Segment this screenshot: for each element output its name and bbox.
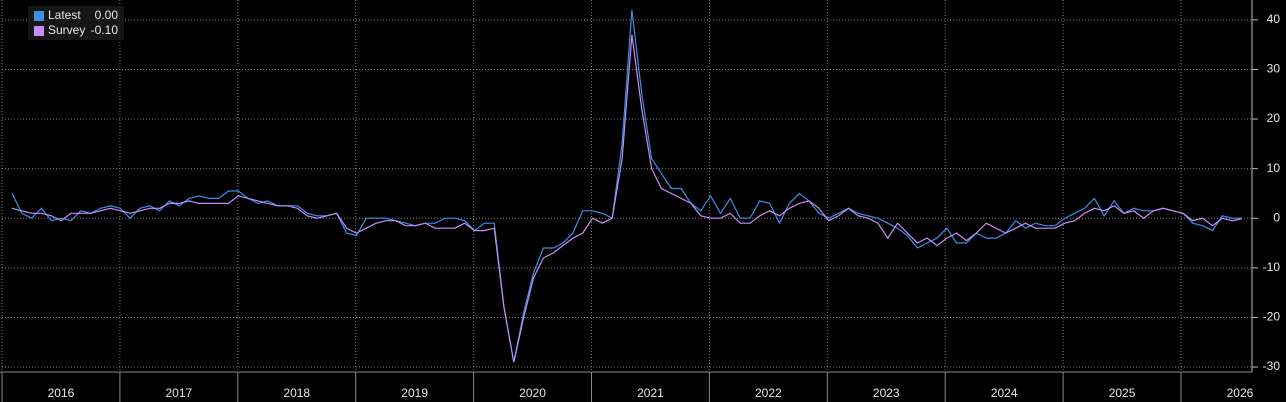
x-tick-label: 2020: [519, 386, 546, 400]
y-tick-label: 0: [1273, 210, 1280, 224]
legend-swatch: [34, 26, 44, 36]
x-tick-label: 2025: [1109, 386, 1136, 400]
y-tick-label: 20: [1267, 111, 1281, 125]
x-tick-label: 2017: [165, 386, 192, 400]
y-tick-label: -30: [1263, 359, 1281, 373]
y-tick-label: 10: [1267, 161, 1281, 175]
x-tick-label: 2022: [755, 386, 782, 400]
legend-value: -0.10: [91, 23, 119, 37]
x-tick-label: 2024: [991, 386, 1018, 400]
legend-value: 0.00: [95, 8, 119, 22]
x-tick-label: 2023: [873, 386, 900, 400]
series-line: [11, 9, 1242, 363]
x-tick-label: 2019: [401, 386, 428, 400]
x-tick-label: 2021: [637, 386, 664, 400]
series-line: [11, 34, 1243, 363]
legend-label: Survey: [48, 23, 85, 37]
y-tick-label: -20: [1263, 310, 1281, 324]
legend-swatch: [34, 11, 44, 21]
y-tick-label: 40: [1267, 12, 1281, 26]
x-tick-label: 2026: [1227, 386, 1254, 400]
y-tick-label: 30: [1267, 62, 1281, 76]
legend-label: Latest: [48, 8, 81, 22]
x-tick-label: 2018: [283, 386, 310, 400]
x-tick-label: 2016: [48, 386, 75, 400]
y-tick-label: -10: [1263, 260, 1281, 274]
legend: Latest 0.00 Survey -0.10: [28, 6, 124, 40]
